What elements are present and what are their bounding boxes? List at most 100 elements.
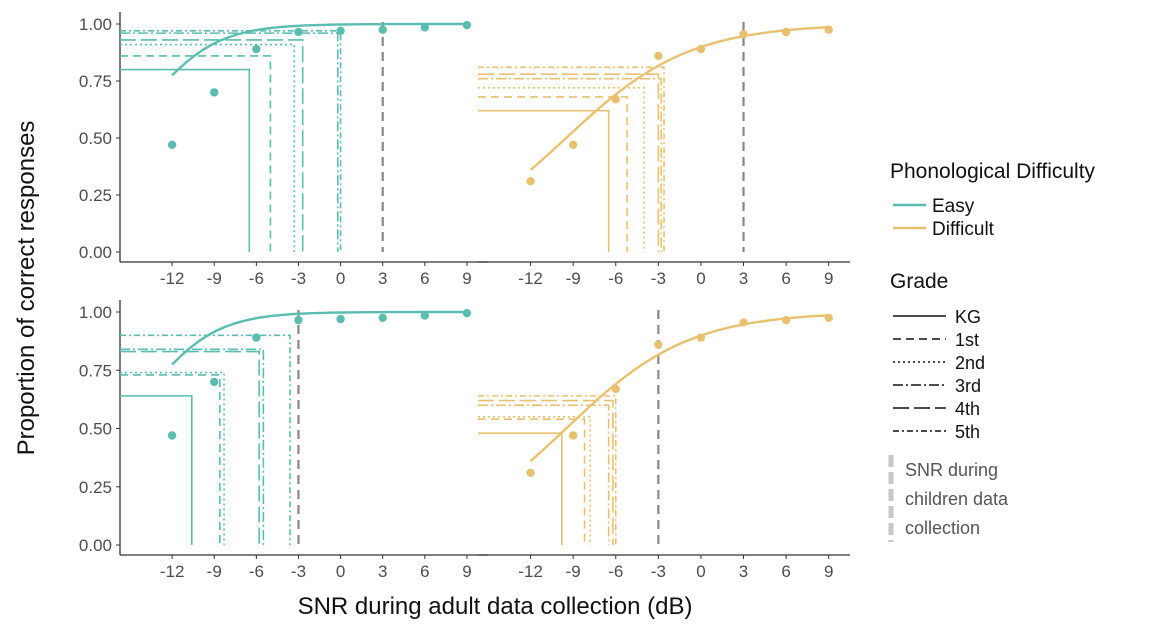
data-point bbox=[781, 315, 791, 325]
y-tick-label: 0.25 bbox=[79, 186, 112, 205]
x-tick-label: 3 bbox=[739, 269, 748, 288]
legend-grade-title: Grade bbox=[890, 270, 948, 293]
threshold-line-1st bbox=[478, 96, 628, 252]
threshold-line-kg bbox=[120, 68, 251, 252]
y-tick-label: 0.00 bbox=[79, 536, 112, 555]
legend-grade-label-5th: 5th bbox=[955, 422, 980, 442]
x-tick-label: 3 bbox=[739, 562, 748, 581]
data-point bbox=[654, 340, 663, 349]
legend-grade-label-2nd: 2nd bbox=[955, 353, 985, 373]
threshold-line-1st bbox=[120, 55, 272, 252]
x-tick-label: -12 bbox=[160, 562, 185, 581]
x-tick-label: 6 bbox=[781, 269, 790, 288]
data-point bbox=[294, 27, 303, 37]
threshold-line-4th bbox=[120, 350, 260, 545]
threshold-line-3rd bbox=[478, 404, 610, 545]
threshold-line-kg bbox=[120, 395, 193, 545]
legend-grade-label-1st: 1st bbox=[955, 330, 979, 350]
x-axis-title: SNR during adult data collection (dB) bbox=[298, 593, 693, 620]
x-tick-label: 3 bbox=[378, 562, 387, 581]
x-tick-label: -9 bbox=[207, 269, 222, 288]
x-tick-label: -3 bbox=[291, 269, 306, 288]
data-point bbox=[378, 313, 387, 323]
legend-label-difficult: Difficult bbox=[932, 219, 995, 240]
data-point bbox=[336, 314, 345, 324]
fit-curve bbox=[171, 22, 467, 77]
legend-child-snr-label: collection bbox=[905, 518, 980, 538]
data-point bbox=[210, 88, 219, 97]
data-point bbox=[526, 468, 535, 477]
threshold-line-5th bbox=[120, 30, 342, 252]
x-tick-label: -6 bbox=[608, 269, 623, 288]
x-tick-label: -6 bbox=[608, 562, 623, 581]
fit-curve bbox=[529, 26, 829, 171]
x-tick-label: -12 bbox=[518, 562, 543, 581]
legend-grade-label-kg: KG bbox=[955, 307, 981, 327]
threshold-line-3rd bbox=[120, 348, 265, 545]
threshold-line-2nd bbox=[478, 87, 645, 252]
threshold-line-kg bbox=[478, 109, 610, 252]
data-point bbox=[336, 26, 345, 36]
threshold-line-3rd bbox=[478, 77, 662, 252]
threshold-line-5th bbox=[478, 395, 617, 545]
x-tick-label: 9 bbox=[824, 269, 833, 288]
data-point bbox=[781, 27, 791, 37]
y-tick-label: 0.50 bbox=[79, 129, 112, 148]
x-tick-label: -9 bbox=[207, 562, 222, 581]
x-tick-label: 9 bbox=[462, 269, 471, 288]
y-tick-label: 0.75 bbox=[79, 72, 112, 91]
data-point bbox=[252, 44, 261, 54]
data-point bbox=[462, 308, 472, 318]
legend-child-snr-label: children data bbox=[905, 489, 1009, 509]
fit-curve bbox=[171, 310, 467, 366]
threshold-line-5th bbox=[120, 334, 291, 545]
x-tick-label: 0 bbox=[336, 269, 345, 288]
x-tick-label: -6 bbox=[249, 269, 264, 288]
legend-difficulty-title: Phonological Difficulty bbox=[890, 160, 1096, 183]
data-point bbox=[252, 333, 261, 342]
data-point bbox=[378, 25, 387, 34]
y-tick-label: 1.00 bbox=[79, 303, 112, 322]
y-tick-label: 0.25 bbox=[79, 478, 112, 497]
y-tick-label: 0.50 bbox=[79, 420, 112, 439]
panel-1-easy: 0.00 0.25 0.50 0.75 1.00 -12 -9 -6 -3 0 3 6 9 bbox=[79, 12, 488, 288]
data-point bbox=[739, 30, 748, 39]
data-point bbox=[167, 431, 177, 440]
threshold-line-kg bbox=[478, 432, 563, 545]
x-tick-label: 9 bbox=[462, 562, 471, 581]
data-point bbox=[568, 431, 578, 440]
threshold-line-1st bbox=[120, 374, 221, 545]
data-point bbox=[696, 44, 706, 54]
x-tick-label: 0 bbox=[696, 269, 705, 288]
x-tick-label: -12 bbox=[160, 269, 185, 288]
data-point bbox=[611, 95, 620, 104]
x-tick-label: 0 bbox=[696, 562, 705, 581]
x-tick-label: -12 bbox=[518, 269, 543, 288]
x-tick-label: -3 bbox=[651, 562, 666, 581]
threshold-line-5th bbox=[478, 66, 665, 252]
threshold-line-3rd bbox=[120, 32, 339, 252]
x-tick-label: 6 bbox=[420, 269, 429, 288]
threshold-line-4th bbox=[120, 39, 304, 252]
y-tick-label: 0.00 bbox=[79, 243, 112, 262]
data-point bbox=[654, 51, 663, 61]
data-point bbox=[611, 384, 620, 394]
threshold-line-2nd bbox=[120, 371, 225, 545]
x-tick-label: -9 bbox=[566, 269, 581, 288]
x-tick-label: 9 bbox=[824, 562, 833, 581]
panel-3-easy: 0.00 0.25 0.50 0.75 1.00 -12 -9 -6 -3 0 3 6 9 bbox=[79, 300, 488, 581]
data-point bbox=[294, 315, 303, 325]
x-tick-label: -3 bbox=[291, 562, 306, 581]
data-point bbox=[568, 140, 578, 150]
panel-2-difficult: -12 -9 -6 -3 0 3 6 9 bbox=[478, 22, 850, 288]
threshold-line-4th bbox=[478, 399, 614, 545]
threshold-line-1st bbox=[478, 418, 586, 545]
legend-grade-label-3rd: 3rd bbox=[955, 376, 981, 396]
threshold-line-4th bbox=[478, 73, 660, 252]
legend-grade-label-4th: 4th bbox=[955, 399, 980, 419]
data-point bbox=[696, 333, 706, 342]
data-point bbox=[420, 23, 430, 32]
y-axis-title: Proportion of correct responses bbox=[13, 121, 40, 456]
